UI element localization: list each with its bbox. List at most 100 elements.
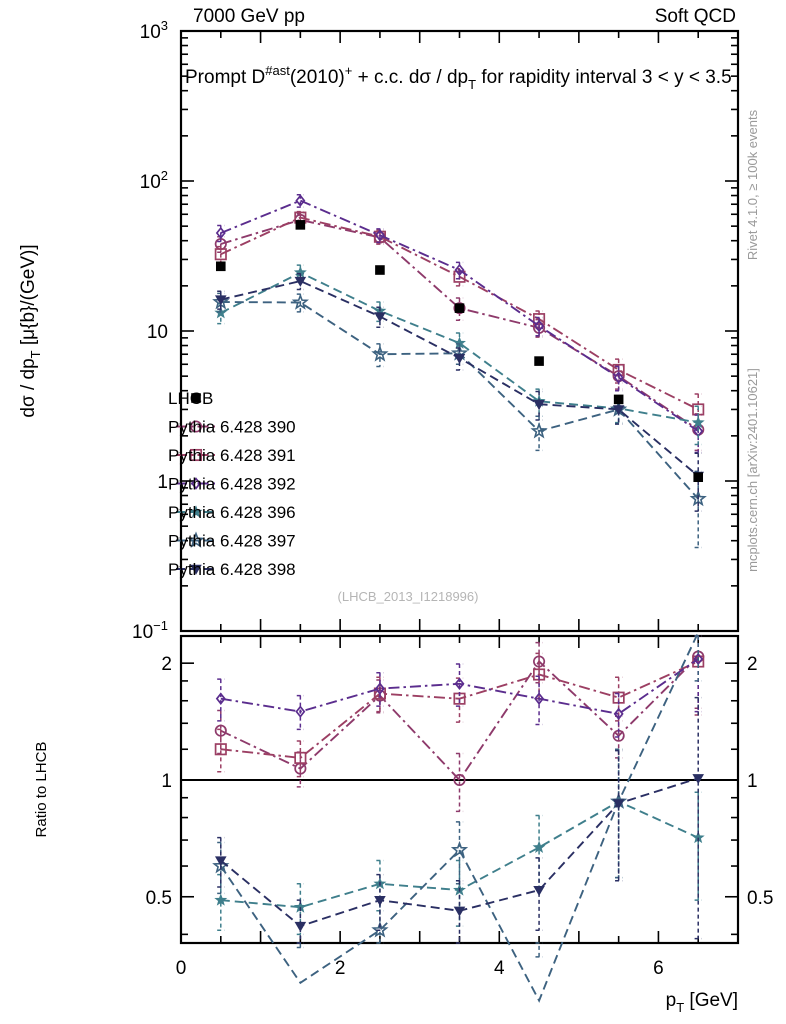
plot-title: Prompt D#ast(2010)+ + c.c. dσ / dpT for … <box>185 63 732 92</box>
data-marker <box>371 921 389 938</box>
error-bar <box>296 740 304 778</box>
error-bar <box>615 365 623 392</box>
side-text-rivet: Rivet 4.1.0, ≥ 100k events <box>745 109 760 260</box>
data-marker <box>534 319 545 333</box>
legend-entry-pythia-6-428-396[interactable]: Pythia 6.428 396 <box>168 503 296 522</box>
error-bar <box>615 692 623 738</box>
header-left-label: 7000 GeV pp <box>193 6 305 27</box>
data-marker <box>453 906 466 917</box>
data-marker <box>295 194 306 207</box>
data-marker <box>214 248 227 261</box>
data-marker <box>374 682 385 695</box>
data-marker <box>453 336 466 349</box>
legend-entry-pythia-6-428-391[interactable]: Pythia 6.428 391 <box>168 446 296 465</box>
data-marker <box>534 356 544 366</box>
legend-entry-pythia-6-428-390[interactable]: Pythia 6.428 390 <box>168 418 296 437</box>
series-lhcb <box>215 220 704 483</box>
error-bar <box>376 671 384 707</box>
error-bar <box>217 678 225 722</box>
error-bar <box>455 297 464 321</box>
data-marker <box>215 226 226 240</box>
error-bar <box>296 694 304 731</box>
x-tick-label: 0 <box>176 958 187 979</box>
y-tick-label-main: 1 <box>157 472 168 493</box>
error-bar <box>694 635 702 716</box>
legend-entry-pythia-6-428-397[interactable]: Pythia 6.428 397 <box>168 531 296 551</box>
data-marker <box>291 293 309 310</box>
watermark-analysis-id: (LHCB_2013_I1218996) <box>338 589 479 604</box>
data-marker <box>293 265 307 279</box>
x-tick-label: 6 <box>653 958 664 979</box>
data-marker <box>454 263 465 277</box>
error-bar <box>694 405 702 446</box>
y-tick-label-main: 103 <box>140 18 168 43</box>
data-marker <box>214 893 228 906</box>
y-axis-label-main: dσ / dpT [μ{b}/(GeV)] <box>18 244 43 417</box>
data-marker <box>691 830 705 844</box>
error-bar <box>615 676 623 722</box>
error-bar <box>694 452 702 512</box>
data-marker <box>215 692 226 705</box>
y-tick-label-ratio: 1 <box>161 771 172 792</box>
data-marker <box>214 724 227 737</box>
data-marker <box>613 394 624 405</box>
series-ratio-pythia-6-428-390 <box>214 635 705 813</box>
series-pythia-6-428-392 <box>215 193 704 454</box>
data-marker <box>187 531 205 548</box>
legend-label: Pythia 6.428 397 <box>168 532 296 551</box>
data-marker <box>294 751 307 764</box>
data-marker <box>689 489 707 507</box>
data-marker <box>190 564 202 575</box>
y-tick-label-ratio: 0.5 <box>146 888 172 909</box>
legend-label: Pythia 6.428 390 <box>168 418 296 437</box>
series-line <box>220 301 699 500</box>
error-bar <box>455 663 464 707</box>
data-marker <box>613 371 624 384</box>
series-line <box>220 218 699 431</box>
legend-entry-lhcb[interactable]: LHCB <box>168 389 213 408</box>
y-tick-label-main: 102 <box>140 168 168 193</box>
series-ratio-pythia-6-428-391 <box>214 635 705 778</box>
data-marker <box>453 302 466 315</box>
legend-label: Pythia 6.428 396 <box>168 503 296 522</box>
error-bar <box>217 728 225 773</box>
legend-label: LHCB <box>168 389 213 408</box>
data-marker <box>374 895 386 906</box>
data-marker <box>612 799 625 810</box>
data-marker <box>374 228 385 242</box>
y-tick-label-main: 10 <box>147 322 168 343</box>
data-marker <box>612 405 625 416</box>
legend-label: Pythia 6.428 392 <box>168 475 296 494</box>
data-marker <box>215 261 226 272</box>
header-right-label: Soft QCD <box>655 6 736 27</box>
data-marker <box>533 400 545 411</box>
data-marker <box>295 705 306 718</box>
data-marker <box>189 505 203 518</box>
data-marker <box>454 677 465 691</box>
data-marker <box>371 345 389 362</box>
error-bar <box>217 841 225 895</box>
y-tick-label-main: 10−1 <box>132 618 168 643</box>
error-bar <box>615 749 623 882</box>
data-marker <box>294 276 307 287</box>
x-axis-label: pT [GeV] <box>666 990 738 1015</box>
data-marker <box>613 707 624 721</box>
data-marker <box>533 885 545 896</box>
legend-entry-pythia-6-428-392[interactable]: Pythia 6.428 392 <box>168 475 296 494</box>
legend-label: Pythia 6.428 398 <box>168 560 296 579</box>
data-marker <box>294 921 307 932</box>
y-tick-label-ratio-right: 0.5 <box>747 888 773 909</box>
data-marker <box>454 303 465 313</box>
error-bar <box>535 675 543 726</box>
data-marker <box>214 856 227 867</box>
data-marker <box>214 295 227 306</box>
legend-entry-pythia-6-428-398[interactable]: Pythia 6.428 398 <box>168 560 296 579</box>
data-marker <box>375 265 385 275</box>
data-marker <box>534 692 545 705</box>
x-tick-label: 4 <box>494 958 505 979</box>
error-bar <box>535 942 543 958</box>
data-marker <box>693 652 704 666</box>
side-text-mcplots: mcplots.cern.ch [arXiv:2401.10621] <box>745 368 760 572</box>
